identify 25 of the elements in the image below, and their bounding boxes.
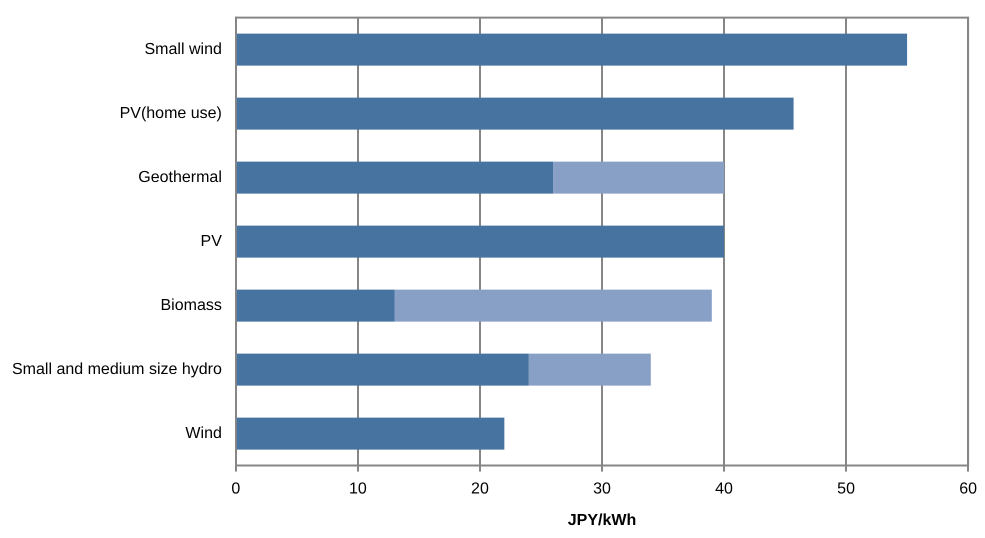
bar [236,418,504,450]
x-tick-label: 30 [593,480,611,498]
bar [394,290,712,322]
x-tick-label: 50 [837,480,856,498]
y-tick-label: Biomass [160,297,222,314]
bar [236,290,395,322]
y-tick-label: Geothermal [138,169,222,186]
y-tick-label: Small and medium size hydro [12,361,222,378]
x-tick-label: 0 [231,480,240,498]
x-tick-label: 40 [715,480,734,498]
y-tick-label: PV(home use) [120,105,222,122]
x-tick-label: 60 [959,480,978,498]
x-tick-label: 10 [349,480,367,498]
x-axis-title: JPY/kWh [568,512,636,529]
bar [553,162,724,194]
bar [528,354,651,386]
bar [236,354,529,386]
y-tick-label: Small wind [144,41,222,58]
bar [236,226,724,258]
x-tick-label: 20 [471,480,489,498]
bar [236,162,554,194]
bar [236,34,908,66]
y-tick-label: Wind [185,425,222,442]
y-tick-label: PV [200,233,222,250]
bar [236,98,794,130]
